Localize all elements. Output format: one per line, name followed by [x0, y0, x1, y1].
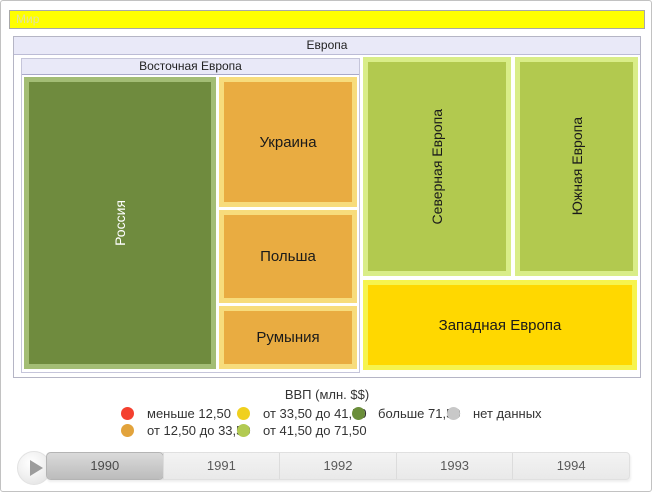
treemap-group-header-europe[interactable]: Европа — [14, 37, 640, 55]
treemap-cell-label-south-europe: Южная Европа — [568, 117, 585, 216]
legend-title: ВВП (млн. $$) — [284, 387, 370, 402]
treemap-cell-label-north-europe: Северная Европа — [429, 108, 445, 225]
legend-swatch-darkgreen-icon — [352, 406, 365, 420]
play-button[interactable] — [17, 451, 51, 485]
legend-swatch-orange-icon — [121, 423, 134, 437]
legend-item-3350-4150: от 33,50 до 41,50 — [237, 405, 367, 421]
breadcrumb-root-bar[interactable]: Мир — [9, 10, 645, 29]
legend-item-label: от 41,50 до 71,50 — [263, 422, 367, 438]
legend-item-label: меньше 12,50 — [147, 405, 231, 421]
legend-item-label: от 12,50 до 33,50 — [147, 422, 251, 438]
treemap-cell-poland[interactable]: Польша — [219, 210, 357, 303]
legend-item-label: нет данных — [473, 405, 542, 421]
treemap-cell-label-poland: Польша — [260, 248, 316, 265]
legend-item-label: от 33,50 до 41,50 — [263, 405, 367, 421]
legend-swatch-red-icon — [121, 406, 134, 420]
treemap-cell-north-europe[interactable]: Северная Европа — [363, 57, 511, 276]
legend-swatch-yellowgreen-icon — [237, 423, 250, 437]
play-icon — [29, 460, 43, 476]
treemap-cell-label-russia: Россия — [112, 200, 128, 246]
treemap-cell-label-ukraine: Украина — [259, 133, 317, 151]
legend-swatch-gray-icon — [447, 406, 460, 420]
legend-swatch-yellow-icon — [237, 406, 250, 420]
treemap-cell-ukraine[interactable]: Украина — [219, 77, 357, 207]
treemap-group-east-europe: Восточная Европа Россия Украина Польша Р… — [21, 58, 360, 373]
year-button-1994[interactable]: 1994 — [512, 453, 629, 479]
treemap-cell-label-romania: Румыния — [256, 329, 320, 346]
legend-item-label: больше 71,50 — [378, 405, 461, 421]
year-button-1991[interactable]: 1991 — [162, 453, 280, 479]
year-slider: 1990 1991 1992 1993 1994 — [46, 452, 630, 480]
treemap-cell-west-europe[interactable]: Западная Европа — [363, 280, 637, 370]
treemap-cell-south-europe[interactable]: Южная Европа — [515, 57, 638, 276]
legend-item-more-7150: больше 71,50 — [352, 405, 461, 421]
legend-item-no-data: нет данных — [447, 405, 542, 421]
treemap-group-header-east-europe[interactable]: Восточная Европа — [22, 59, 359, 75]
legend-item-4150-7150: от 41,50 до 71,50 — [237, 422, 367, 438]
treemap-group-east-content: Россия Украина Польша Румыния — [22, 75, 359, 388]
year-button-1993[interactable]: 1993 — [395, 453, 513, 479]
breadcrumb-root-label: Мир — [16, 12, 40, 26]
treemap-europe-container: Европа Восточная Европа Россия Украина П… — [13, 36, 641, 378]
legend-item-1250-3350: от 12,50 до 33,50 — [121, 422, 251, 438]
treemap-cell-romania[interactable]: Румыния — [219, 306, 357, 369]
treemap-cell-russia[interactable]: Россия — [24, 77, 216, 369]
legend-item-less-1250: меньше 12,50 — [121, 405, 231, 421]
year-button-1992[interactable]: 1992 — [279, 453, 396, 479]
year-button-1990[interactable]: 1990 — [46, 452, 164, 480]
treemap-cell-label-west-europe: Западная Европа — [438, 316, 562, 334]
